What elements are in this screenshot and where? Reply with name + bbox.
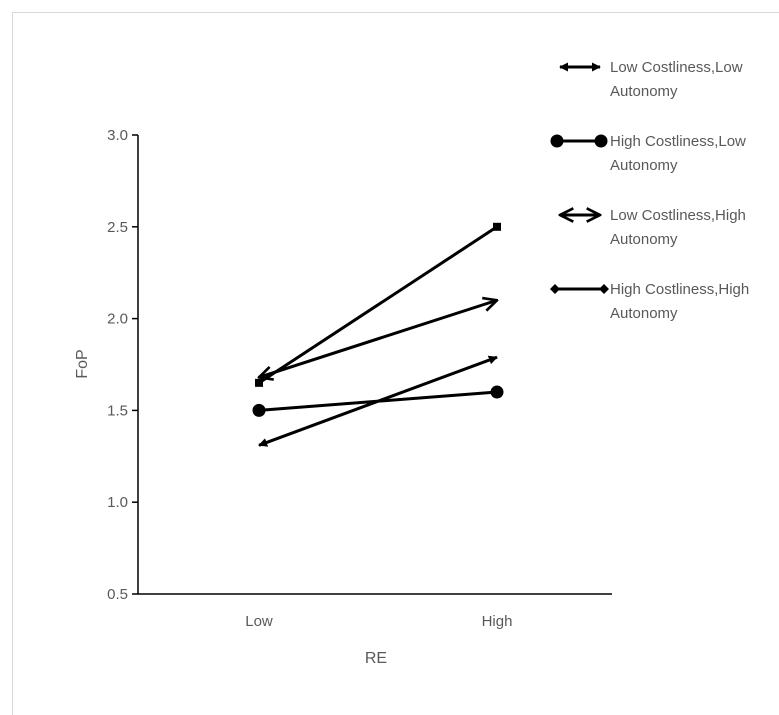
legend-label-line1: High Costliness,High xyxy=(610,281,749,298)
series-group xyxy=(252,222,504,447)
y-axis-label: FoP xyxy=(74,349,91,378)
series-line xyxy=(258,225,498,385)
x-axis-label: RE xyxy=(365,650,387,667)
y-tick-label: 0.5 xyxy=(107,586,128,603)
legend-marker-right xyxy=(594,134,608,148)
series-4 xyxy=(255,222,501,387)
legend-label-line2: Autonomy xyxy=(610,157,678,174)
chart-frame xyxy=(12,12,779,715)
legend-label-line2: Autonomy xyxy=(610,305,678,322)
y-tick-label: 1.5 xyxy=(107,402,128,419)
y-tick-label: 2.5 xyxy=(107,219,128,236)
x-tick-label: High xyxy=(482,613,513,630)
legend-label-line1: Low Costliness,High xyxy=(610,207,746,224)
legend-label-line2: Autonomy xyxy=(610,231,678,248)
axes: 0.5 1.0 1.5 2.0 2.5 3.0 Low High RE FoP xyxy=(74,127,612,667)
series-2 xyxy=(252,385,504,417)
series-3 xyxy=(259,300,497,377)
legend-label-line2: Autonomy xyxy=(610,83,678,100)
data-point-low xyxy=(252,403,266,417)
data-point-high xyxy=(493,222,501,231)
legend-marker-right xyxy=(599,284,609,294)
legend-item-1: Low Costliness,Low Autonomy xyxy=(559,59,743,100)
legend-item-4: High Costliness,High Autonomy xyxy=(550,281,749,322)
legend-label-line1: High Costliness,Low xyxy=(610,133,746,150)
data-point-high xyxy=(490,385,504,399)
legend-label-line1: Low Costliness,Low xyxy=(610,59,743,76)
legend-item-2: High Costliness,Low Autonomy xyxy=(550,133,746,174)
y-tick-label: 3.0 xyxy=(107,127,128,144)
series-line xyxy=(258,390,498,412)
legend-item-3: Low Costliness,High Autonomy xyxy=(560,207,746,248)
data-point-low xyxy=(255,378,263,387)
series-line xyxy=(259,300,497,377)
y-tick-label: 1.0 xyxy=(107,494,128,511)
legend-marker-left xyxy=(550,134,564,148)
x-tick-label: Low xyxy=(245,613,273,630)
legend-marker-left xyxy=(550,284,560,294)
y-tick-label: 2.0 xyxy=(107,311,128,328)
